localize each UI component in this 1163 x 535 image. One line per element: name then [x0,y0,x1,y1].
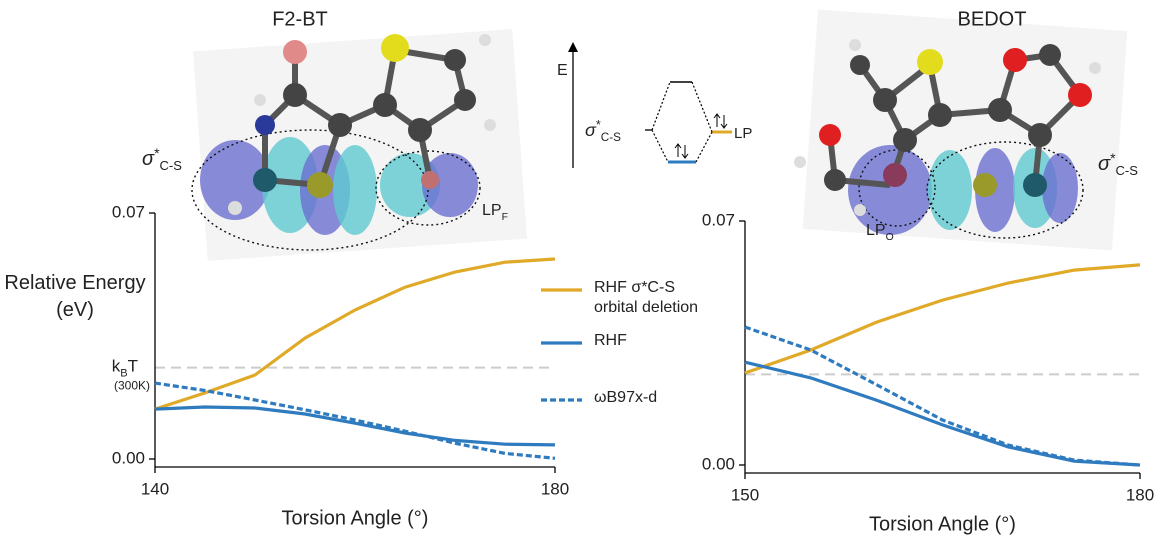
label-base: σ [142,148,155,170]
x-tick-label: 150 [731,485,759,504]
y-axis-label: Relative Energy (eV) [0,270,150,324]
legend-label-box: ωB97x-d [594,388,714,414]
molecule-f2bt [192,29,527,261]
series-line [155,259,555,409]
label-sub: F [502,212,508,223]
y-tick-label: 0.00 [702,454,735,473]
legend-label: RHF σ*C-S orbital deletion [594,278,719,318]
chart-title: BEDOT [958,8,1027,30]
x-tick-label: 180 [1126,485,1154,504]
orbital-diagram [568,42,732,168]
rich-label: σ*C-S [585,118,621,144]
y-tick-label: 0.07 [702,210,735,229]
label-base: σ [1098,153,1111,175]
series-line [155,407,555,445]
legend-label-box: RHF [594,331,714,357]
rich-label: σ*C-S [142,145,182,173]
reference-note: (300K) [114,379,150,393]
series-line [745,327,1140,465]
label-sub: O [886,232,894,243]
y-tick-label: 0.07 [112,202,145,221]
label-sub: C-S [601,131,621,144]
label-base: LP [482,202,502,219]
label-rest: T [128,357,138,376]
legend-label: ωB97x-d [594,388,714,408]
series-line [745,265,1140,373]
legend-label-box: RHF σ*C-S orbital deletion [594,278,719,328]
x-axis-label: Torsion Angle (°) [869,513,1016,535]
y-axis-label-box: Relative Energy (eV) [0,270,150,330]
chart-title: F2-BT [272,8,328,30]
label-sup: * [596,118,601,132]
rich-label: kBT [112,357,138,380]
y-tick-label: 0.00 [112,448,145,467]
label-sub: C-S [160,158,183,173]
series-line [155,383,555,458]
x-tick-label: 180 [541,479,569,498]
legend-label: RHF [594,331,714,351]
x-axis-label: Torsion Angle (°) [282,507,429,529]
figure: E LP σ*C-SF2-BTkBT(300K)0.000.07140180To… [0,0,1163,535]
x-tick-label: 140 [141,479,169,498]
molecule-bedot [794,9,1127,250]
energy-axis-label: E [557,62,568,79]
series-line [745,362,1140,465]
label-base: LP [866,222,886,239]
label-sub: C-S [1116,163,1139,178]
lp-label: LP [734,125,752,142]
